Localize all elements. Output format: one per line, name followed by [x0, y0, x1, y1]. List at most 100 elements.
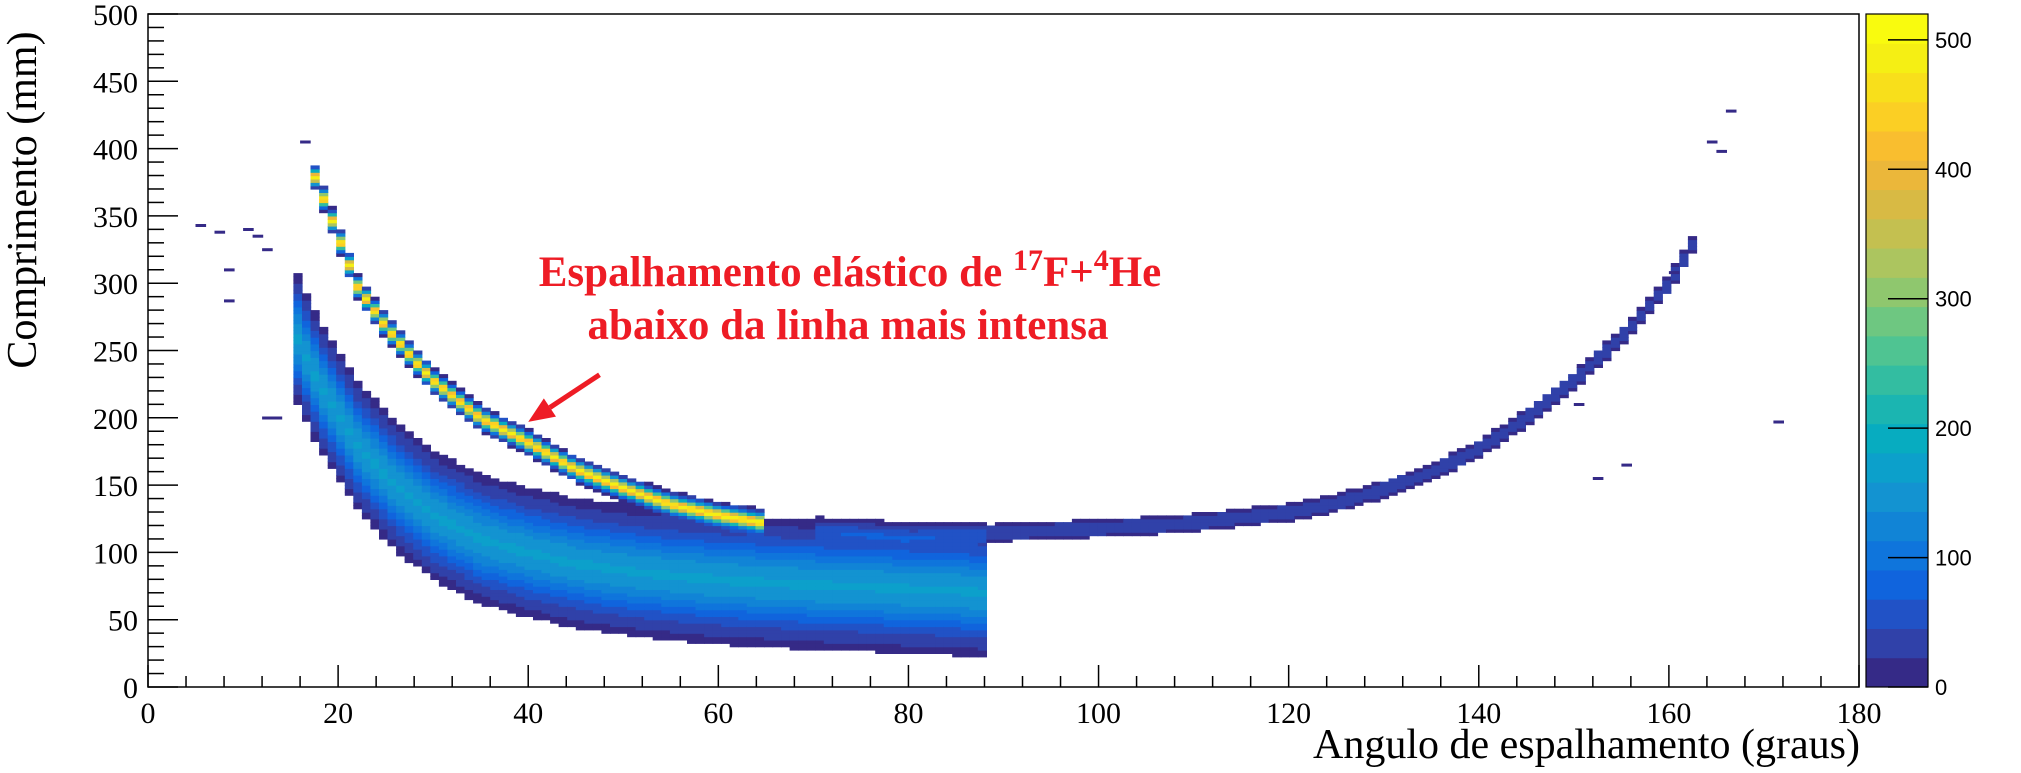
heatmap-cell	[361, 505, 372, 510]
heatmap-cell	[353, 283, 363, 288]
heatmap-cell	[900, 522, 910, 527]
heatmap-cell	[421, 535, 431, 540]
heatmap-cell	[644, 512, 654, 516]
heatmap-cell	[755, 538, 765, 543]
heatmap-cell	[721, 508, 731, 513]
heatmap-cell	[361, 306, 372, 311]
heatmap-cell	[687, 589, 697, 594]
heatmap-cell	[781, 599, 791, 604]
heatmap-cell	[370, 525, 380, 530]
heatmap-cell	[515, 508, 526, 513]
heatmap-cell	[498, 545, 508, 550]
heatmap-cell	[447, 478, 457, 483]
heatmap-cell	[764, 555, 774, 560]
heatmap-cell	[721, 639, 731, 644]
heatmap-cell	[746, 565, 756, 570]
heatmap-cell	[387, 532, 397, 537]
heatmap-cell	[652, 549, 662, 553]
heatmap-cell	[1668, 271, 1680, 275]
heatmap-cell	[336, 471, 346, 476]
heatmap-cell	[361, 421, 372, 426]
heatmap-cell	[661, 629, 671, 634]
heatmap-cell	[952, 643, 962, 648]
heatmap-cell	[952, 549, 962, 553]
heatmap-cell	[909, 549, 919, 553]
heatmap-cell	[353, 495, 363, 500]
heatmap-cell	[721, 599, 731, 604]
heatmap-cell	[764, 613, 774, 617]
heatmap-cell	[404, 535, 414, 540]
heatmap-cell	[1140, 525, 1150, 530]
heatmap-cell	[712, 576, 722, 580]
heatmap-cell	[960, 552, 970, 557]
heatmap-cell	[1285, 501, 1295, 506]
heatmap-cell	[302, 397, 312, 402]
x-tick-label: 40	[513, 697, 543, 730]
heatmap-cell	[635, 613, 645, 617]
heatmap-cell	[832, 549, 842, 553]
heatmap-cell	[943, 623, 953, 628]
heatmap-cell	[498, 565, 508, 570]
heatmap-cell	[490, 576, 500, 580]
heatmap-cell	[969, 542, 979, 547]
heatmap-cell	[1431, 464, 1441, 469]
heatmap-cell	[866, 636, 876, 641]
heatmap-cell	[994, 528, 1005, 533]
heatmap-cell	[618, 512, 628, 516]
heatmap-cell	[798, 525, 808, 530]
heatmap-cell	[729, 562, 739, 567]
heatmap-cell	[1097, 518, 1107, 523]
heatmap-cell	[353, 296, 363, 301]
heatmap-cell	[387, 330, 397, 335]
heatmap-cell	[319, 390, 329, 395]
heatmap-cell	[370, 300, 380, 304]
heatmap-cell	[515, 602, 526, 607]
heatmap-cell	[456, 518, 466, 523]
heatmap-cell	[883, 528, 893, 533]
heatmap-cell	[1670, 263, 1680, 267]
heatmap-cell	[806, 525, 816, 530]
heatmap-cell	[592, 505, 603, 510]
heatmap-cell	[1388, 481, 1398, 486]
heatmap-cell	[1525, 417, 1535, 422]
heatmap-cell	[627, 549, 637, 553]
heatmap-cell	[1448, 451, 1458, 456]
heatmap-cell	[1362, 485, 1372, 490]
heatmap-cell	[883, 555, 893, 560]
heatmap-cell	[370, 444, 380, 449]
heatmap-cell	[456, 508, 466, 513]
heatmap-cell	[490, 552, 500, 557]
heatmap-cell	[353, 505, 363, 510]
heatmap-cell	[969, 576, 979, 580]
heatmap-cell	[1653, 300, 1663, 304]
heatmap-cell	[798, 636, 808, 641]
heatmap-cell	[635, 626, 645, 631]
heatmap-cell	[883, 542, 893, 547]
heatmap-cell	[447, 481, 457, 486]
heatmap-cell	[960, 619, 970, 624]
heatmap-cell	[678, 555, 688, 560]
heatmap-cell	[764, 559, 774, 564]
heatmap-cell	[1465, 454, 1475, 459]
heatmap-cell	[1097, 525, 1107, 530]
heatmap-cell	[438, 508, 449, 513]
heatmap-cell	[729, 518, 739, 523]
heatmap-cell	[447, 532, 457, 537]
heatmap-cell	[533, 491, 543, 496]
heatmap-cell	[1645, 303, 1655, 308]
heatmap-cell	[344, 461, 354, 466]
heatmap-cell	[858, 613, 868, 617]
heatmap-cell	[438, 458, 449, 463]
heatmap-cell	[302, 414, 312, 419]
heatmap-cell	[1148, 515, 1159, 520]
heatmap-cell	[789, 596, 799, 601]
heatmap-cell	[327, 454, 337, 459]
heatmap-cell	[960, 602, 970, 607]
heatmap-cell	[695, 505, 705, 510]
heatmap-cell	[379, 427, 389, 432]
heatmap-cell	[464, 579, 474, 584]
heatmap-cell	[1183, 528, 1193, 533]
heatmap-cell	[481, 538, 491, 543]
heatmap-cell	[438, 515, 449, 520]
heatmap-cell	[430, 528, 440, 533]
